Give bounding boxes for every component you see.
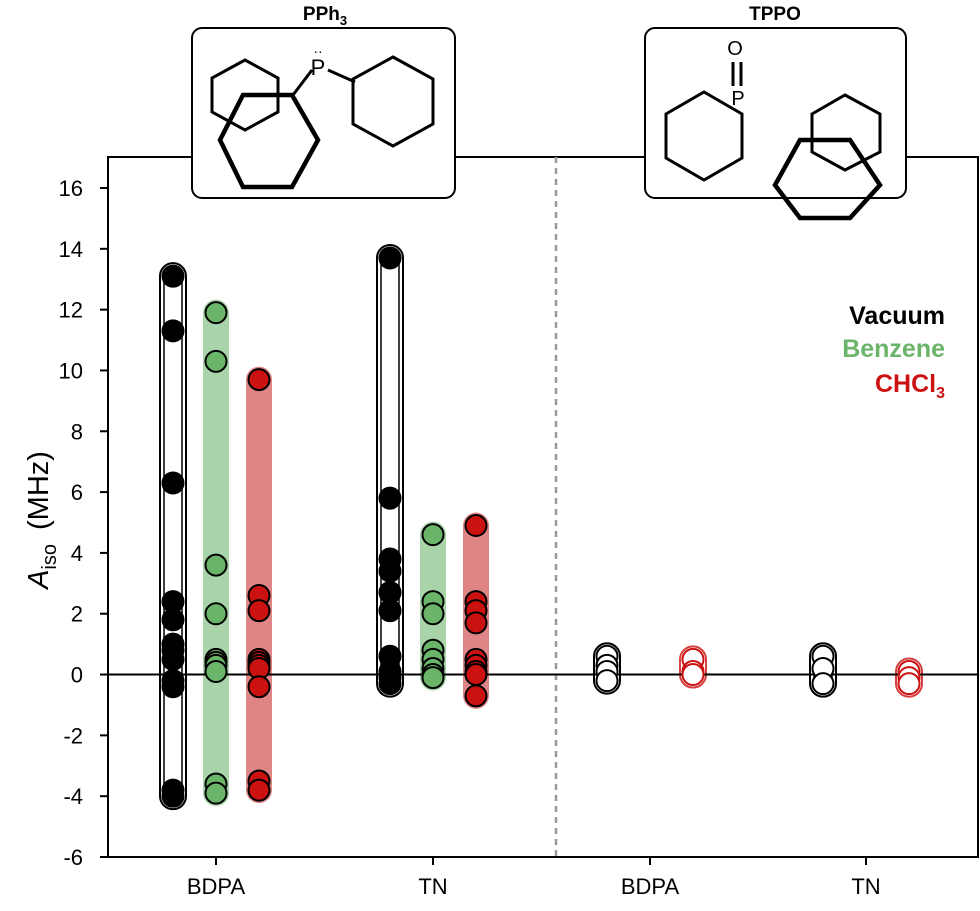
data-point-benzene	[204, 349, 228, 373]
legend: Vacuum Benzene CHCl3	[842, 302, 945, 402]
data-point-chcl3	[464, 663, 488, 687]
y-tick-label: -4	[63, 784, 83, 809]
oxygen-atom: O	[727, 38, 743, 60]
y-axis-label: Aiso(MHz)	[23, 451, 61, 591]
data-point-benzene	[204, 602, 228, 626]
y-tick-label: 14	[59, 237, 83, 262]
y-tick-label: 6	[71, 480, 83, 505]
y-tick-label: 8	[71, 419, 83, 444]
data-point-vacuum	[161, 264, 185, 288]
y-tick-label: 0	[71, 663, 83, 688]
data-point-benzene	[421, 666, 445, 690]
y-tick-label: 4	[71, 541, 83, 566]
y-tick-label: -2	[63, 723, 83, 748]
y-tick-label: 12	[59, 298, 83, 323]
data-point-chcl3	[464, 684, 488, 708]
data-point-chcl3	[247, 778, 271, 802]
phosphorus-atom: P	[731, 88, 744, 110]
y-tick-label: 2	[71, 602, 83, 627]
data-point-vacuum	[378, 559, 402, 583]
y-tick-label: -6	[63, 845, 83, 870]
tppo-structure: TPPO O P	[644, 4, 907, 221]
phosphorus-atom: P	[311, 55, 326, 80]
lone-pair-icon: ··	[313, 43, 322, 59]
data-point-chcl3	[247, 599, 271, 623]
data-point-chcl3	[247, 368, 271, 392]
data-point-vacuum	[378, 246, 402, 270]
data-point-vacuum	[161, 608, 185, 632]
data-point-vacuum	[161, 471, 185, 495]
data-point-chcl3	[897, 672, 921, 696]
data-point-chcl3	[464, 514, 488, 538]
y-tick-label: 16	[59, 176, 83, 201]
x-tick-label: BDPA	[187, 874, 246, 899]
data-point-vacuum	[378, 486, 402, 510]
y-tick-label: 10	[59, 358, 83, 383]
legend-benzene: Benzene	[842, 335, 945, 363]
data-point-benzene	[421, 523, 445, 547]
range-band-benzene	[203, 299, 229, 807]
data-point-vacuum	[161, 647, 185, 671]
data-point-vacuum	[161, 319, 185, 343]
legend-chcl3: CHCl3	[875, 370, 945, 402]
data-point-vacuum	[811, 672, 835, 696]
x-tick-label: TN	[418, 874, 447, 899]
data-point-chcl3	[681, 663, 705, 687]
data-point-benzene	[204, 781, 228, 805]
data-point-chcl3	[247, 675, 271, 699]
data-point-vacuum	[595, 669, 619, 693]
data-point-benzene	[204, 553, 228, 577]
legend-vacuum: Vacuum	[849, 302, 945, 330]
x-tick-label: TN	[851, 874, 880, 899]
data-point-benzene	[204, 301, 228, 325]
data-point-vacuum	[378, 672, 402, 696]
data-point-chcl3	[464, 611, 488, 635]
plot-frame	[107, 156, 979, 858]
data-point-benzene	[204, 660, 228, 684]
pph3-structure: PPh3 P ··	[191, 4, 456, 199]
x-tick-label: BDPA	[621, 874, 680, 899]
pph3-title: PPh3	[303, 4, 347, 28]
data-point-vacuum	[161, 784, 185, 808]
data-point-vacuum	[161, 675, 185, 699]
data-point-vacuum	[378, 599, 402, 623]
tppo-title: TPPO	[749, 4, 801, 25]
data-point-benzene	[421, 602, 445, 626]
